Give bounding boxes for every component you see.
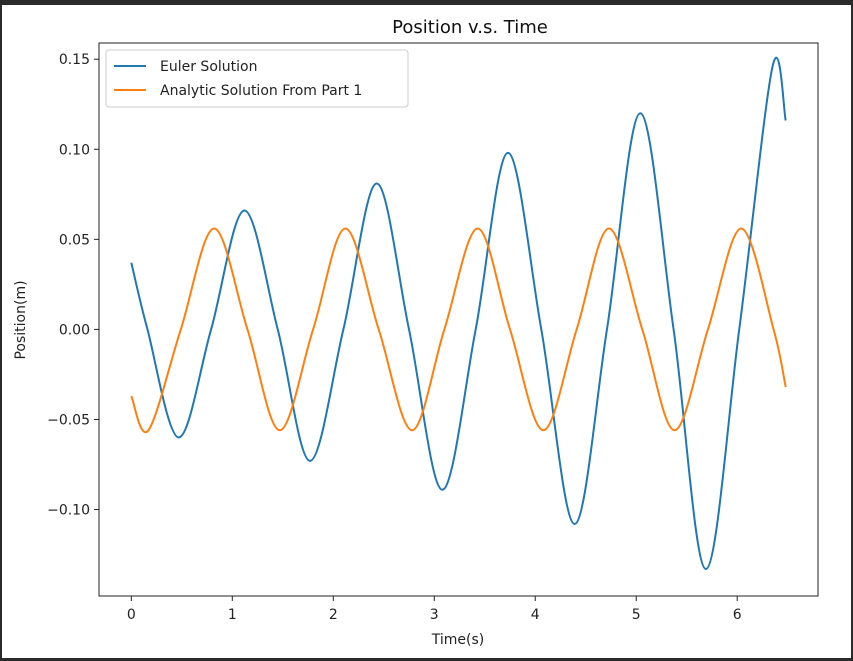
plot-area bbox=[98, 42, 819, 597]
window-frame-bottom bbox=[0, 658, 853, 661]
legend-box bbox=[105, 49, 409, 108]
window-top-bar bbox=[0, 0, 853, 5]
x-axis-ticks: 0 1 2 3 4 5 6 bbox=[127, 596, 742, 623]
x-tick-label: 2 bbox=[329, 607, 338, 623]
x-tick-label: 6 bbox=[733, 607, 742, 623]
x-tick-label: 0 bbox=[127, 607, 136, 623]
window-frame-left bbox=[0, 0, 2, 661]
x-tick-label: 5 bbox=[632, 607, 641, 623]
y-tick-label: 0.15 bbox=[59, 52, 90, 68]
legend-label-euler: Euler Solution bbox=[160, 59, 257, 75]
x-tick-label: 4 bbox=[531, 607, 540, 623]
legend: Euler Solution Analytic Solution From Pa… bbox=[105, 49, 409, 108]
y-tick-label: 0.05 bbox=[59, 232, 90, 248]
legend-label-analytic: Analytic Solution From Part 1 bbox=[160, 83, 362, 99]
x-tick-label: 1 bbox=[228, 607, 237, 623]
series-line-analytic bbox=[130, 227, 787, 434]
y-axis-label: Position(m) bbox=[13, 280, 29, 359]
y-tick-label: 0.10 bbox=[59, 142, 90, 158]
x-axis-label: Time(s) bbox=[431, 632, 484, 648]
x-tick-label: 3 bbox=[430, 607, 439, 623]
y-tick-label: −0.10 bbox=[47, 503, 90, 519]
window-frame-right bbox=[851, 0, 853, 661]
y-tick-label: 0.00 bbox=[59, 322, 90, 338]
y-tick-label: −0.05 bbox=[47, 412, 90, 428]
series-layer bbox=[130, 56, 787, 570]
y-axis-ticks: 0.15 0.10 0.05 0.00 −0.05 −0.10 bbox=[47, 52, 99, 519]
chart-title: Position v.s. Time bbox=[392, 17, 548, 38]
